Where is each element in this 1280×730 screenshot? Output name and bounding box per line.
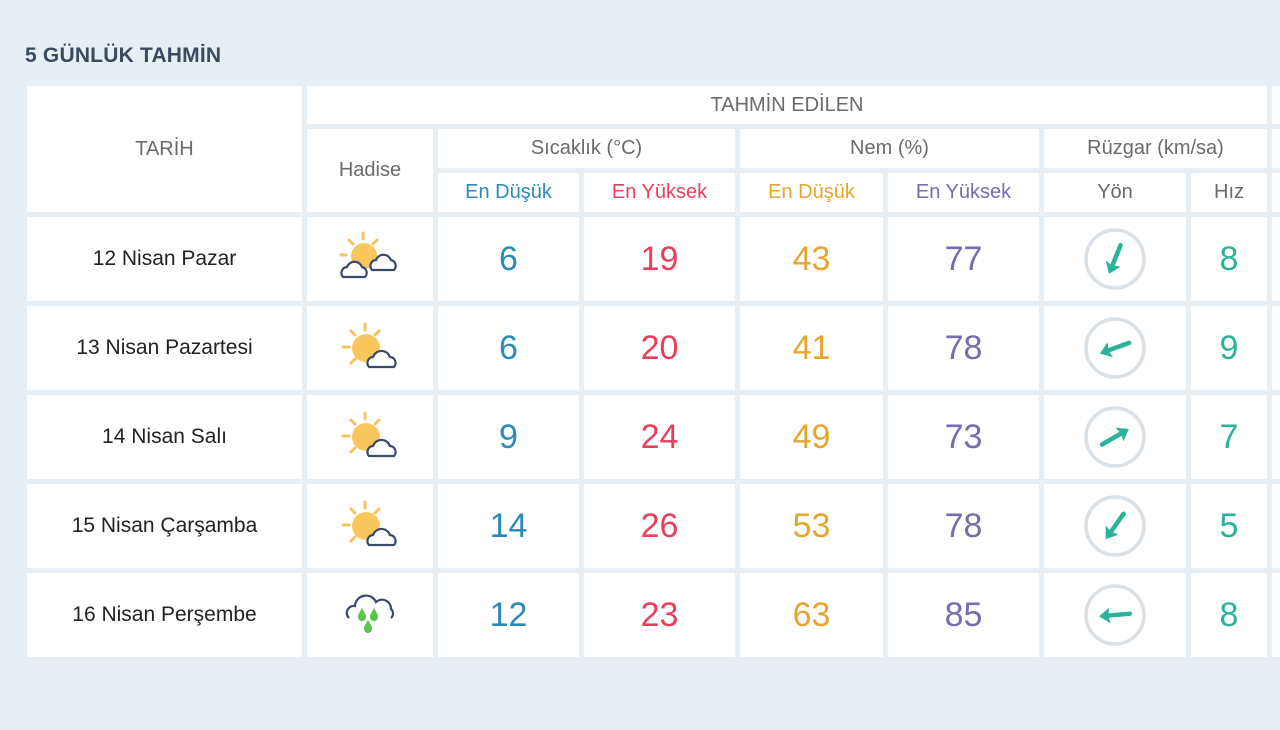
temp-min: 12 xyxy=(438,573,579,657)
humidity-max: 73 xyxy=(888,395,1039,479)
header-condition: Hadise xyxy=(307,129,433,212)
wind-speed: 8 xyxy=(1191,217,1267,301)
condition-cell xyxy=(307,217,433,301)
header-wind-direction: Yön xyxy=(1044,173,1186,212)
cut-off-cell xyxy=(1272,395,1280,479)
page-title: 5 GÜNLÜK TAHMİN xyxy=(25,44,222,67)
temp-min: 9 xyxy=(438,395,579,479)
temp-min: 14 xyxy=(438,484,579,568)
temp-min: 6 xyxy=(438,217,579,301)
humidity-min: 41 xyxy=(740,306,883,390)
partly-cloudy-icon xyxy=(339,411,401,463)
cut-off-cell xyxy=(1272,573,1280,657)
wind-direction-cell xyxy=(1044,395,1186,479)
wind-direction-arrow-icon xyxy=(1083,494,1147,558)
header-cut-off xyxy=(1272,86,1280,124)
condition-cell xyxy=(307,573,433,657)
temp-min: 6 xyxy=(438,306,579,390)
temp-max: 26 xyxy=(584,484,735,568)
header-forecast: TAHMİN EDİLEN xyxy=(307,86,1267,124)
header-humidity: Nem (%) xyxy=(740,129,1039,168)
header-cut-off xyxy=(1272,129,1280,168)
partly-cloudy-icon xyxy=(339,322,401,374)
temp-max: 19 xyxy=(584,217,735,301)
wind-direction-cell xyxy=(1044,573,1186,657)
humidity-max: 78 xyxy=(888,484,1039,568)
temp-max: 24 xyxy=(584,395,735,479)
sun-two-clouds-icon xyxy=(335,231,405,287)
wind-direction-cell xyxy=(1044,217,1186,301)
wind-speed: 9 xyxy=(1191,306,1267,390)
header-wind: Rüzgar (km/sa) xyxy=(1044,129,1267,168)
humidity-min: 49 xyxy=(740,395,883,479)
cut-off-cell xyxy=(1272,217,1280,301)
temp-max: 20 xyxy=(584,306,735,390)
wind-speed: 5 xyxy=(1191,484,1267,568)
temp-max: 23 xyxy=(584,573,735,657)
condition-cell xyxy=(307,395,433,479)
condition-cell xyxy=(307,306,433,390)
wind-speed: 7 xyxy=(1191,395,1267,479)
rain-cloud-icon xyxy=(341,590,399,640)
humidity-min: 43 xyxy=(740,217,883,301)
humidity-max: 78 xyxy=(888,306,1039,390)
wind-speed: 8 xyxy=(1191,573,1267,657)
wind-direction-arrow-icon xyxy=(1083,316,1147,380)
wind-direction-cell xyxy=(1044,306,1186,390)
day-date: 12 Nisan Pazar xyxy=(27,217,302,301)
header-cut-off xyxy=(1272,173,1280,212)
humidity-max: 77 xyxy=(888,217,1039,301)
forecast-table: TARİH TAHMİN EDİLEN Hadise Sıcaklık (°C)… xyxy=(27,86,1280,657)
partly-cloudy-icon xyxy=(339,500,401,552)
wind-direction-arrow-icon xyxy=(1083,227,1147,291)
day-date: 16 Nisan Perşembe xyxy=(27,573,302,657)
humidity-max: 85 xyxy=(888,573,1039,657)
cut-off-cell xyxy=(1272,484,1280,568)
humidity-min: 53 xyxy=(740,484,883,568)
header-temperature: Sıcaklık (°C) xyxy=(438,129,735,168)
day-date: 14 Nisan Salı xyxy=(27,395,302,479)
header-hum-min: En Düşük xyxy=(740,173,883,212)
cut-off-cell xyxy=(1272,306,1280,390)
header-temp-min: En Düşük xyxy=(438,173,579,212)
humidity-min: 63 xyxy=(740,573,883,657)
wind-direction-arrow-icon xyxy=(1083,405,1147,469)
wind-direction-arrow-icon xyxy=(1083,583,1147,647)
header-hum-max: En Yüksek xyxy=(888,173,1039,212)
condition-cell xyxy=(307,484,433,568)
day-date: 15 Nisan Çarşamba xyxy=(27,484,302,568)
header-temp-max: En Yüksek xyxy=(584,173,735,212)
header-date: TARİH xyxy=(27,86,302,212)
day-date: 13 Nisan Pazartesi xyxy=(27,306,302,390)
wind-direction-cell xyxy=(1044,484,1186,568)
header-wind-speed: Hız xyxy=(1191,173,1267,212)
